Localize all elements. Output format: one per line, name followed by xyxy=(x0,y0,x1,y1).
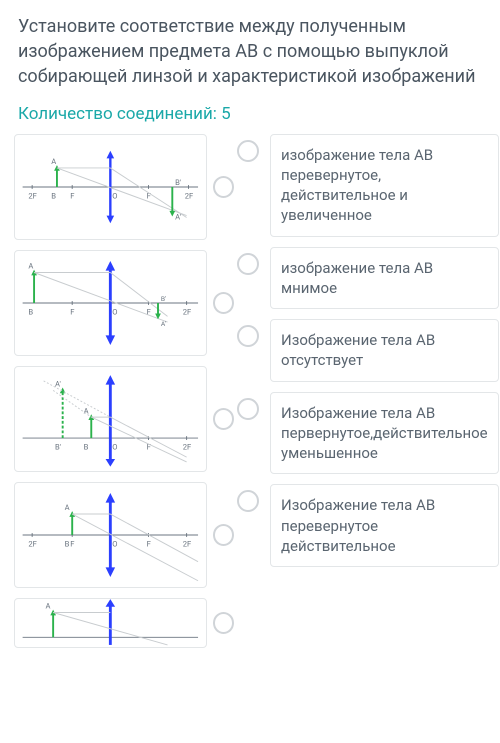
diagram-1[interactable]: 2F F O F 2F A B xyxy=(14,134,207,240)
diagram-2[interactable]: F O F 2F A B B' A' xyxy=(14,250,207,356)
right-connector-2[interactable] xyxy=(237,253,259,275)
answer-option-4[interactable]: Изображение тела АВ первернутое,действит… xyxy=(270,392,499,475)
svg-text:A': A' xyxy=(55,379,61,388)
diagram-5[interactable]: A xyxy=(14,598,207,648)
svg-text:A': A' xyxy=(161,319,166,327)
svg-text:B: B xyxy=(65,539,70,548)
svg-text:2F: 2F xyxy=(183,539,191,548)
svg-text:A: A xyxy=(46,601,51,610)
answers-column: изображение тела АВ перевернутое, действ… xyxy=(234,134,499,648)
diagrams-column: 2F F O F 2F A B xyxy=(14,134,234,648)
svg-text:O: O xyxy=(112,307,117,316)
svg-text:A: A xyxy=(65,503,70,512)
svg-text:2F: 2F xyxy=(28,191,36,200)
svg-text:B: B xyxy=(28,307,33,316)
answer-option-5[interactable]: Изображение тела АВ перевернутое действи… xyxy=(270,484,499,567)
svg-text:2F: 2F xyxy=(183,442,191,451)
right-connector-5[interactable] xyxy=(237,490,259,512)
answer-option-2[interactable]: изображение тела АВ мнимое xyxy=(270,247,499,310)
svg-text:B': B' xyxy=(175,178,181,187)
svg-text:F: F xyxy=(147,539,151,548)
matching-area: 2F F O F 2F A B xyxy=(0,134,500,648)
svg-text:A: A xyxy=(28,261,33,270)
right-connector-4[interactable] xyxy=(237,398,259,420)
right-connector-3[interactable] xyxy=(237,325,259,347)
left-connector-1[interactable] xyxy=(213,176,234,198)
svg-text:A': A' xyxy=(175,212,181,221)
left-connector-4[interactable] xyxy=(213,524,234,546)
connections-count: Количество соединений: 5 xyxy=(0,100,500,134)
svg-text:B': B' xyxy=(161,295,166,303)
svg-text:B: B xyxy=(51,191,56,200)
svg-text:F: F xyxy=(70,191,74,200)
left-connector-2[interactable] xyxy=(213,292,234,314)
svg-text:O: O xyxy=(112,442,117,451)
svg-text:A: A xyxy=(51,157,56,166)
svg-text:2F: 2F xyxy=(183,307,191,316)
svg-text:2F: 2F xyxy=(28,539,36,548)
svg-text:B': B' xyxy=(55,442,61,451)
svg-text:F: F xyxy=(70,539,74,548)
diagram-4[interactable]: 2F F O F 2F A B xyxy=(14,482,207,588)
svg-text:B: B xyxy=(84,442,89,451)
svg-text:A: A xyxy=(84,406,89,415)
right-connector-1[interactable] xyxy=(237,140,259,162)
svg-text:O: O xyxy=(112,191,117,200)
svg-text:O: O xyxy=(112,539,117,548)
question-text: Установите соответствие между полученным… xyxy=(18,14,482,90)
left-connector-3[interactable] xyxy=(213,408,234,430)
diagram-3[interactable]: O F 2F A B A' B' xyxy=(14,366,207,472)
answer-option-1[interactable]: изображение тела АВ перевернутое, действ… xyxy=(270,134,499,237)
answer-option-3[interactable]: Изображение тела АВ отсутствует xyxy=(270,319,499,382)
svg-text:2F: 2F xyxy=(185,191,193,200)
svg-text:F: F xyxy=(70,307,74,316)
left-connector-5[interactable] xyxy=(213,612,234,634)
